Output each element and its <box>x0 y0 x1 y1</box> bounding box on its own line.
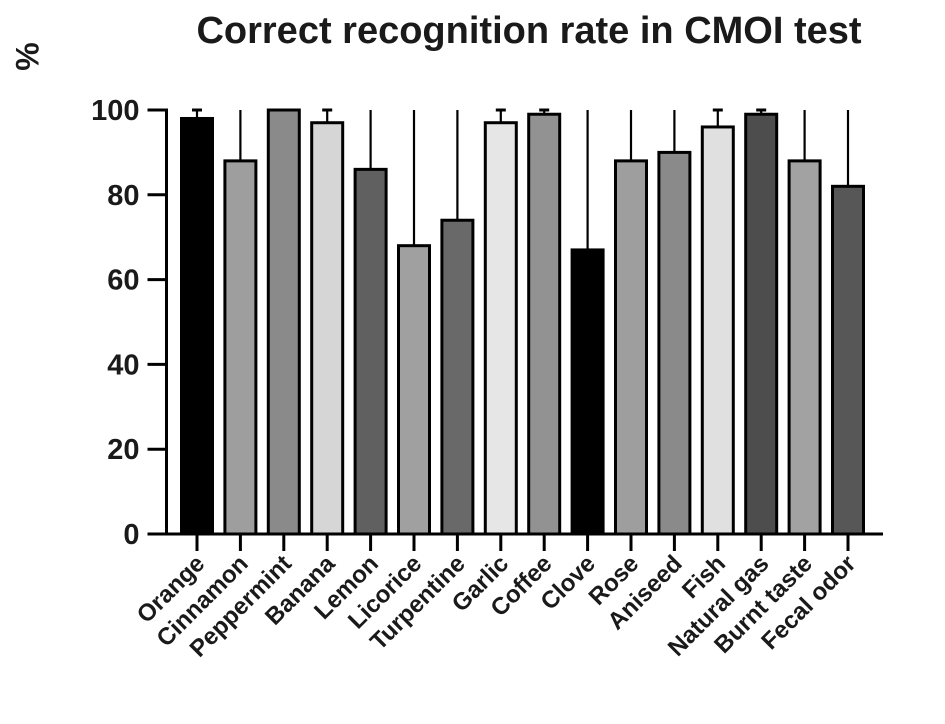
bar-licorice <box>397 244 431 536</box>
y-tick-label: 0 <box>123 519 139 551</box>
bar-turpentine <box>440 218 475 536</box>
y-tick-label: 20 <box>107 434 139 466</box>
y-tick-label: 60 <box>107 265 139 297</box>
y-tick-label: 80 <box>107 180 139 212</box>
bar-garlic <box>483 121 518 536</box>
bar-fish <box>700 125 735 536</box>
bar-burnt-taste <box>787 159 822 536</box>
bar-rose <box>614 159 648 536</box>
y-tick-label: 100 <box>91 95 139 127</box>
bar-natural-gas <box>744 112 779 536</box>
bar-orange <box>180 116 214 536</box>
bar-cinnamon <box>223 159 258 536</box>
bar-aniseed <box>657 150 692 536</box>
y-tick-label: 40 <box>107 349 139 381</box>
bar-clove <box>570 248 605 536</box>
bar-fecal-odor <box>831 184 865 536</box>
bar-lemon <box>353 167 388 536</box>
bar-peppermint <box>266 108 301 536</box>
bar-banana <box>310 121 345 536</box>
bar-coffee <box>527 112 562 536</box>
chart-title: Correct recognition rate in CMOI test <box>196 10 862 52</box>
